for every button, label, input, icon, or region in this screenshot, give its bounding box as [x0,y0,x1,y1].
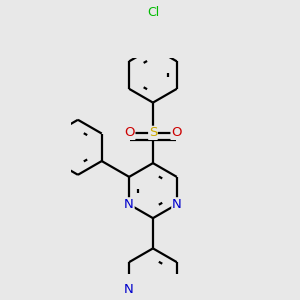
Text: S: S [149,126,157,140]
Text: N: N [124,283,134,296]
Text: N: N [124,198,134,211]
Text: O: O [124,126,135,140]
Text: O: O [171,126,181,140]
Text: N: N [172,198,182,211]
Text: Cl: Cl [147,6,159,19]
